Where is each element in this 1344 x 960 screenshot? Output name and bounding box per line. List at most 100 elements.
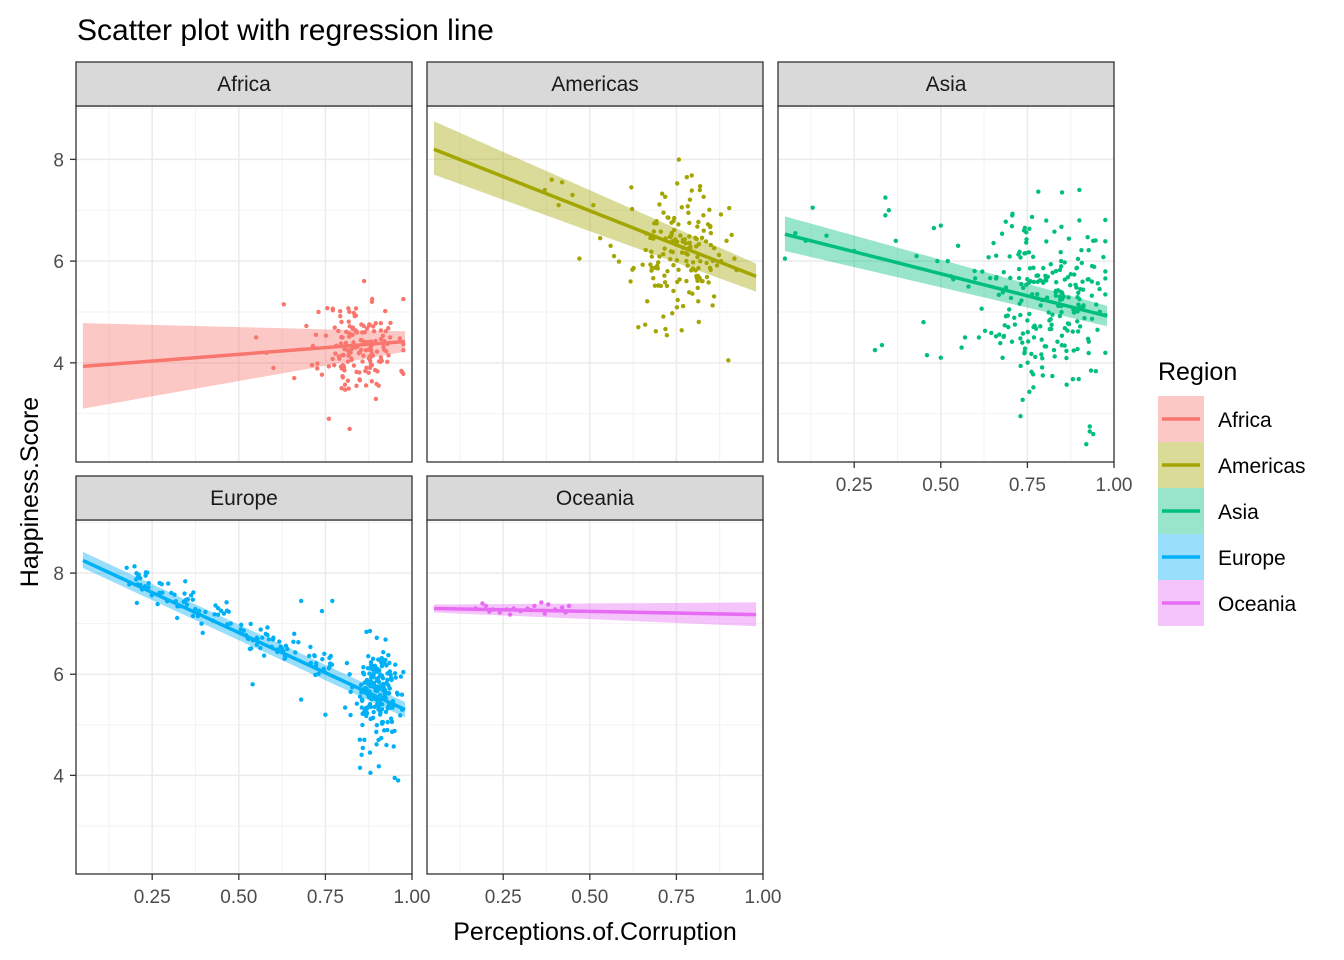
regression-line-africa [82, 339, 406, 369]
data-point [1077, 297, 1082, 302]
data-point [1077, 324, 1083, 329]
data-point [667, 234, 672, 240]
data-point [1027, 311, 1032, 317]
data-point [374, 635, 379, 641]
data-point [357, 765, 363, 770]
data-point [686, 210, 691, 216]
data-point [999, 231, 1005, 236]
data-point [381, 728, 387, 733]
data-point [362, 329, 367, 335]
data-point [696, 319, 701, 325]
data-point [1089, 316, 1095, 322]
data-point [1020, 397, 1025, 403]
points-africa [253, 278, 406, 432]
data-point [1022, 351, 1027, 356]
data-point [387, 335, 393, 340]
data-point [729, 232, 734, 238]
data-point [1087, 429, 1092, 434]
data-point [1075, 329, 1081, 334]
data-point [1055, 339, 1060, 344]
data-point [218, 608, 224, 614]
x-axis-title: Perceptions.of.Corruption [453, 918, 736, 946]
data-point [172, 592, 177, 597]
data-point [1076, 290, 1081, 295]
data-point [993, 253, 999, 258]
data-point [1066, 295, 1071, 300]
data-point [1046, 310, 1051, 315]
data-point [364, 629, 369, 635]
data-point [1095, 281, 1100, 286]
data-point [328, 653, 334, 659]
data-point [1073, 282, 1078, 288]
data-point [542, 611, 547, 616]
data-point [270, 637, 276, 642]
data-point [998, 340, 1003, 346]
data-point [701, 228, 706, 233]
panel-content [433, 121, 757, 363]
data-point [694, 244, 699, 249]
facet-label-africa: Africa [217, 73, 271, 96]
data-point [483, 603, 489, 609]
data-point [239, 622, 244, 627]
data-point [657, 254, 662, 259]
data-point [577, 256, 582, 261]
data-point [378, 328, 384, 333]
data-point [1058, 258, 1064, 264]
data-point [1040, 356, 1045, 361]
data-point [1086, 350, 1091, 356]
data-point [1040, 373, 1045, 378]
regression-line-oceania [433, 606, 757, 617]
data-point [979, 306, 984, 311]
data-point [712, 246, 717, 251]
data-point [383, 308, 388, 314]
legend-title: Region [1158, 358, 1237, 386]
data-point [1077, 218, 1082, 223]
data-point [354, 369, 359, 375]
data-point [676, 222, 681, 227]
facet-europe: Europe 4 6 8 0.25 0.50 0.75 1.00 [53, 475, 430, 908]
data-point [343, 340, 349, 346]
panel-content [782, 187, 1108, 447]
data-point [353, 306, 359, 311]
data-point [532, 603, 537, 609]
data-point [689, 188, 694, 193]
data-point [376, 764, 382, 769]
panel-content [433, 600, 757, 627]
data-point [559, 605, 565, 610]
data-point [686, 240, 692, 246]
data-point [376, 679, 382, 685]
data-point [326, 666, 332, 671]
data-point [182, 591, 187, 596]
data-point [699, 235, 705, 240]
data-point [367, 750, 373, 755]
data-point [1053, 290, 1058, 295]
data-point [315, 366, 320, 371]
data-point [379, 719, 385, 725]
data-point [1074, 265, 1080, 271]
data-point [313, 332, 319, 337]
panel-background [427, 520, 763, 874]
data-point [378, 355, 384, 360]
data-point [924, 353, 930, 358]
data-point [704, 274, 710, 280]
data-point [368, 355, 373, 361]
data-point [1009, 339, 1015, 344]
data-point [395, 692, 400, 697]
data-point [226, 609, 231, 614]
data-point [199, 621, 204, 626]
y-axis-title: Happiness.Score [16, 397, 44, 587]
data-point [700, 278, 705, 284]
data-point [549, 177, 554, 182]
data-point [379, 673, 385, 678]
data-point [1085, 336, 1091, 342]
data-point [655, 263, 660, 268]
data-point [323, 333, 329, 338]
data-point [810, 205, 815, 210]
data-point [661, 314, 666, 319]
x-tick-label: 0.25 [836, 475, 873, 496]
data-point [1035, 273, 1041, 278]
data-point [184, 602, 190, 607]
data-point [1018, 312, 1023, 318]
data-point [959, 345, 964, 350]
data-point [366, 370, 371, 376]
